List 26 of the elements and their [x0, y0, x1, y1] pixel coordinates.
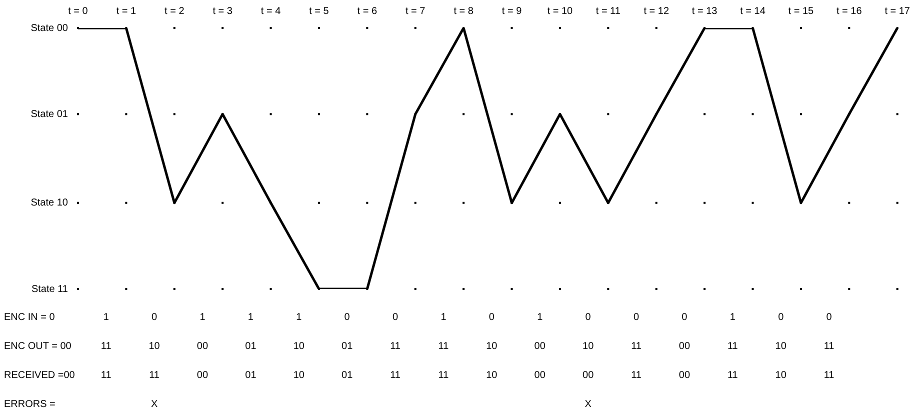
text: ENC IN = 0 1 0 1 1 1 0 0 1 0 1 0 0 0 1 0 0 [4, 312, 832, 323]
x-tick-label: t = 15 [788, 6, 814, 17]
x-tick-label: t = 14 [740, 6, 766, 17]
x-tick-label: t = 13 [692, 6, 718, 17]
x-tick-label: t = 7 [406, 6, 426, 17]
ref-line-label: State 00 [30, 22, 68, 34]
x-tick-label: t = 6 [357, 6, 378, 17]
text: ENC OUT = 00 11 10 00 01 10 01 11 11 10 00 10 11 00 11 10 11 [4, 340, 834, 352]
x-tick-label: t = 8 [454, 6, 474, 17]
x-tick-label: t = 2 [164, 6, 185, 17]
x-tick-label: t = 17 [884, 6, 910, 17]
x-tick-label: t = 12 [644, 6, 670, 17]
x-tick-label: t = 5 [309, 6, 330, 17]
x-tick-label: t = 0 [68, 6, 88, 17]
ref-line-label: State 01 [30, 108, 68, 120]
x-tick-label: t = 3 [212, 6, 233, 17]
x-tick-label: t = 1 [116, 6, 136, 17]
x-tick-label: t = 4 [260, 6, 282, 17]
ref-line-label: State 10 [30, 198, 68, 209]
x-tick-label: t = 9 [502, 6, 522, 17]
x-tick-label: t = 16 [836, 6, 862, 17]
x-tick-label: t = 10 [547, 6, 574, 17]
text: ERRORS = X X [4, 398, 592, 410]
text: RECEIVED =00 11 11 00 01 10 01 11 11 10 00 00 11 00 11 10 11 [4, 370, 834, 381]
x-tick-label: t = 11 [596, 6, 621, 17]
ref-line-label: State 11 [31, 284, 68, 295]
